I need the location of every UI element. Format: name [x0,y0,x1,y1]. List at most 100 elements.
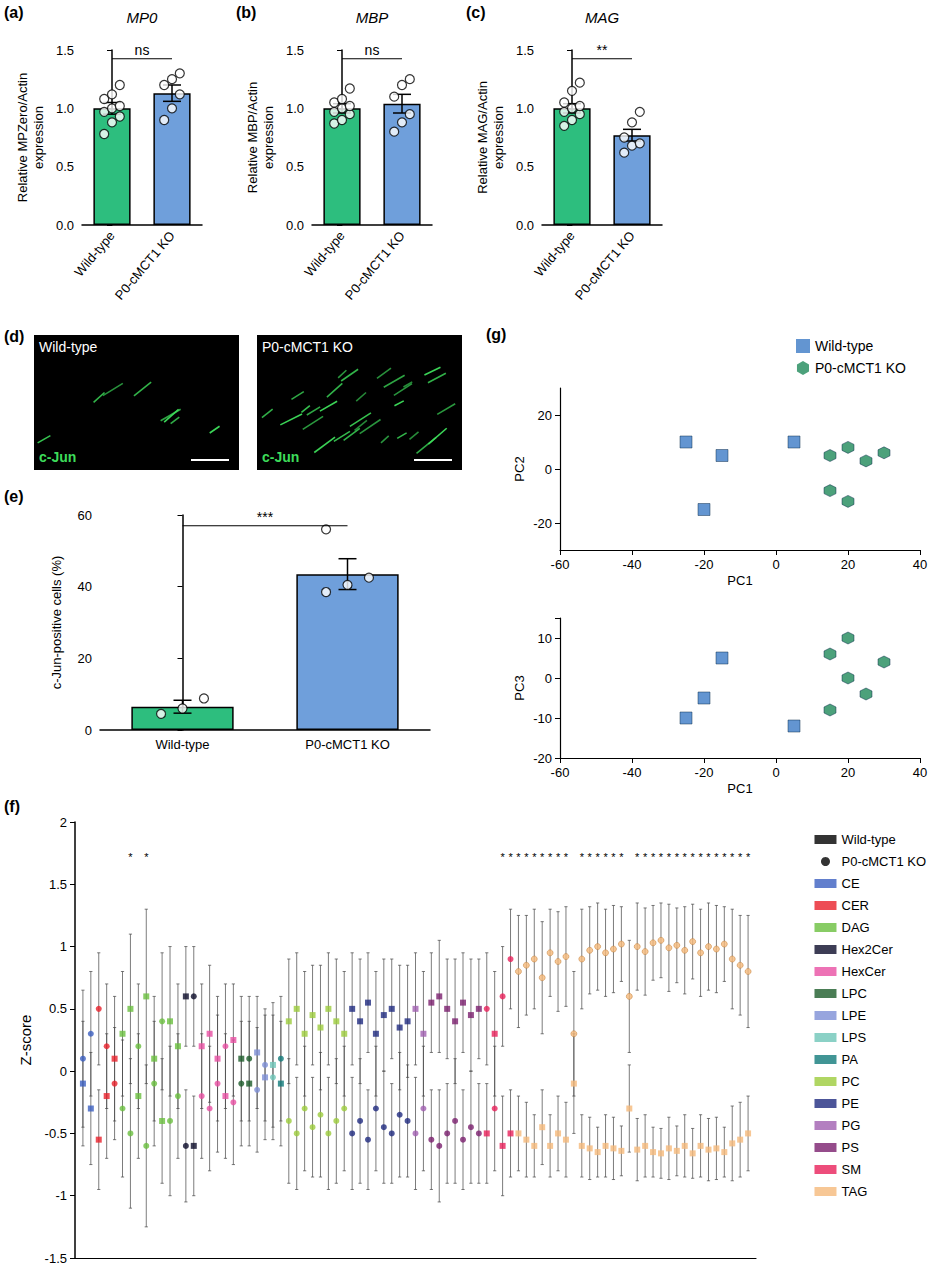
svg-text:Relative MPZero/Actin: Relative MPZero/Actin [15,73,30,202]
svg-text:(c): (c) [466,4,486,21]
svg-text:1.5: 1.5 [286,43,304,58]
svg-text:*: * [128,851,133,863]
svg-text:(d): (d) [4,328,24,345]
svg-text:Wild-type: Wild-type [815,338,874,354]
svg-text:P0-cMCT1 KO: P0-cMCT1 KO [112,228,178,302]
svg-text:PC1: PC1 [727,573,752,588]
svg-text:*: * [532,851,537,863]
svg-text:*: * [698,851,703,863]
svg-text:10: 10 [538,631,552,646]
svg-text:0: 0 [545,671,552,686]
svg-text:c-Jun: c-Jun [262,449,299,465]
svg-text:expression: expression [491,106,506,169]
svg-text:20: 20 [78,651,92,666]
svg-text:-40: -40 [623,765,642,780]
svg-text:-20: -20 [695,765,714,780]
svg-text:*: * [588,851,593,863]
svg-text:20: 20 [841,765,855,780]
svg-text:ns: ns [135,42,150,58]
svg-text:TAG: TAG [841,1184,867,1199]
svg-text:expression: expression [261,106,276,169]
svg-text:SM: SM [841,1162,861,1177]
svg-text:*: * [714,851,719,863]
svg-text:-1.5: -1.5 [45,1251,67,1266]
svg-text:*: * [556,851,561,863]
svg-text:Wild-type: Wild-type [841,832,895,847]
svg-text:0: 0 [772,557,779,572]
svg-text:*: * [595,851,600,863]
svg-text:*: * [580,851,585,863]
svg-text:0: 0 [60,1064,67,1079]
svg-text:*: * [500,851,505,863]
svg-text:Hex2Cer: Hex2Cer [841,942,893,957]
svg-text:MBP: MBP [356,9,389,26]
svg-text:-0.5: -0.5 [45,1126,67,1141]
svg-text:Relative MAG/Actin: Relative MAG/Actin [475,81,490,194]
svg-text:LPE: LPE [841,1008,866,1023]
svg-text:*: * [548,851,553,863]
svg-text:***: *** [257,509,274,525]
svg-text:expression: expression [31,106,46,169]
svg-text:40: 40 [913,557,927,572]
svg-text:**: ** [597,42,608,58]
svg-text:0.0: 0.0 [56,218,74,233]
svg-text:2: 2 [60,815,67,830]
svg-text:Z-score: Z-score [17,1015,34,1066]
svg-text:(g): (g) [486,326,506,343]
svg-text:*: * [524,851,529,863]
svg-text:0.0: 0.0 [516,218,534,233]
svg-text:P0-cMCT1 KO: P0-cMCT1 KO [815,360,906,376]
svg-text:*: * [508,851,513,863]
svg-text:PS: PS [841,1140,859,1155]
svg-text:Wild-type: Wild-type [39,339,98,355]
svg-text:Wild-type: Wild-type [155,737,209,752]
svg-text:-1: -1 [55,1188,67,1203]
svg-text:CE: CE [841,876,859,891]
svg-text:*: * [635,851,640,863]
svg-text:-20: -20 [533,516,552,531]
svg-text:*: * [564,851,569,863]
svg-text:(a): (a) [4,4,24,21]
svg-text:40: 40 [78,579,92,594]
svg-text:0: 0 [545,462,552,477]
svg-text:0: 0 [85,723,92,738]
svg-text:DAG: DAG [841,920,869,935]
svg-text:P0-cMCT1 KO: P0-cMCT1 KO [262,339,353,355]
svg-text:*: * [706,851,711,863]
svg-text:1.0: 1.0 [516,101,534,116]
svg-text:*: * [659,851,664,863]
svg-text:c-Jun: c-Jun [39,449,76,465]
svg-text:*: * [691,851,696,863]
svg-text:1.5: 1.5 [56,43,74,58]
svg-text:Wild-type: Wild-type [531,228,577,279]
svg-text:*: * [144,851,149,863]
svg-text:*: * [540,851,545,863]
svg-text:Wild-type: Wild-type [71,228,117,279]
svg-text:*: * [675,851,680,863]
svg-text:ns: ns [365,42,380,58]
svg-text:P0-cMCT1 KO: P0-cMCT1 KO [841,854,926,869]
svg-text:1.5: 1.5 [516,43,534,58]
svg-text:*: * [746,851,751,863]
svg-text:(e): (e) [4,488,24,505]
svg-text:*: * [667,851,672,863]
svg-text:PC3: PC3 [512,675,527,700]
svg-text:1: 1 [60,939,67,954]
svg-text:PE: PE [841,1096,859,1111]
svg-text:20: 20 [841,557,855,572]
svg-text:P0-cMCT1 KO: P0-cMCT1 KO [342,228,408,302]
svg-text:-10: -10 [533,711,552,726]
svg-text:PG: PG [841,1118,860,1133]
svg-text:1.5: 1.5 [49,877,67,892]
svg-text:*: * [643,851,648,863]
svg-text:LPS: LPS [841,1030,866,1045]
svg-text:*: * [730,851,735,863]
svg-text:0.5: 0.5 [56,159,74,174]
svg-text:MAG: MAG [585,9,620,26]
svg-text:0.5: 0.5 [516,159,534,174]
svg-text:*: * [619,851,624,863]
svg-text:P0-cMCT1 KO: P0-cMCT1 KO [572,228,638,302]
svg-text:*: * [683,851,688,863]
svg-text:-40: -40 [623,557,642,572]
svg-text:-20: -20 [695,557,714,572]
